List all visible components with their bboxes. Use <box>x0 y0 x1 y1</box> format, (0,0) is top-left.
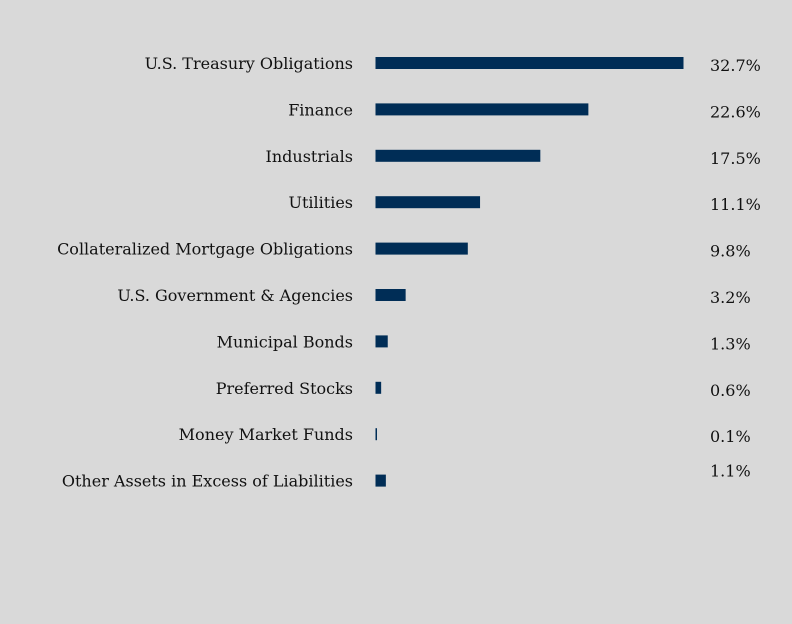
category-label: U.S. Government & Agencies <box>117 286 353 305</box>
category-label: U.S. Treasury Obligations <box>145 54 353 73</box>
category-label: Utilities <box>289 193 354 212</box>
bar <box>375 428 377 441</box>
bar <box>375 335 388 348</box>
value-label: 22.6% <box>710 102 761 121</box>
bar <box>375 474 386 487</box>
category-label: Preferred Stocks <box>216 379 353 398</box>
category-label: Industrials <box>266 147 353 166</box>
value-label: 1.1% <box>710 462 751 481</box>
value-label: 3.2% <box>710 288 751 307</box>
value-label: 32.7% <box>710 56 761 75</box>
value-label: 0.6% <box>710 381 751 400</box>
bar <box>375 149 541 162</box>
bar <box>375 196 481 209</box>
category-label: Collateralized Mortgage Obligations <box>57 240 353 259</box>
value-label: 1.3% <box>710 334 751 353</box>
category-label: Finance <box>288 100 353 119</box>
bars <box>375 57 684 487</box>
value-label: 9.8% <box>710 242 751 261</box>
value-label: 17.5% <box>710 149 761 168</box>
category-label: Municipal Bonds <box>217 332 353 351</box>
bar <box>375 289 406 301</box>
value-label: 11.1% <box>710 195 761 214</box>
value-labels: 32.7% 22.6% 17.5% 11.1% 9.8% 3.2% 1.3% 0.6% 0.1%… <box>710 56 761 481</box>
bar <box>375 103 589 116</box>
category-label: Money Market Funds <box>179 425 353 444</box>
category-labels: U.S. Treasury Obligations Finance Industri… <box>57 54 353 491</box>
bar <box>375 381 382 394</box>
category-label: Other Assets in Excess of Liabilities <box>62 472 353 491</box>
bar <box>375 242 468 255</box>
bar <box>375 57 684 69</box>
value-label: 0.1% <box>710 427 751 446</box>
